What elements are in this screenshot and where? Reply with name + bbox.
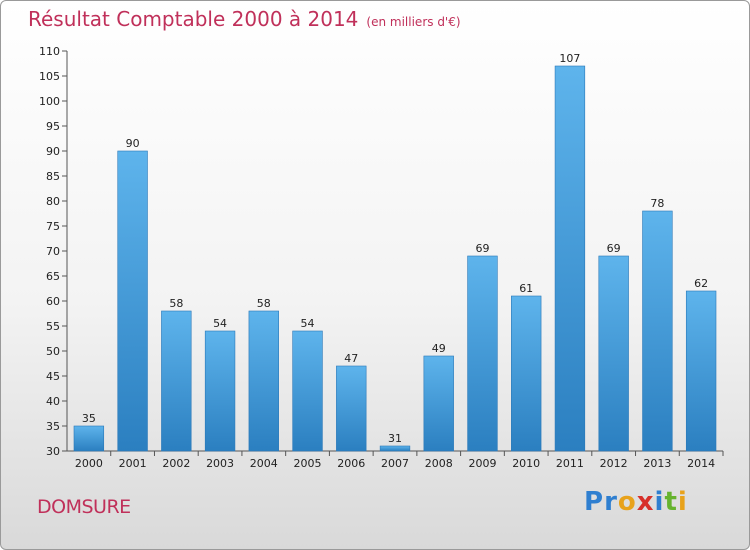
bar-2006 (336, 365, 367, 452)
value-label-2007: 31 (388, 432, 402, 445)
value-label-2008: 49 (432, 342, 446, 355)
chart-title-block: Résultat Comptable 2000 à 2014 (en millie… (28, 7, 461, 31)
value-label-2013: 78 (650, 197, 664, 210)
value-label-2010: 61 (519, 282, 533, 295)
bar-2005 (292, 330, 323, 452)
chart-axes: 30 35 40 45 50 55 60 65 70 75 80 85 90 95 100 105 110 200… (39, 45, 724, 470)
value-label-2004: 58 (257, 297, 271, 310)
chart-subtitle: (en milliers d'€) (366, 15, 461, 29)
chart-labels: 35 90 58 54 58 54 47 31 49 69 61 107 69 78 62 (82, 52, 708, 445)
y-tick-label: 85 (46, 170, 60, 183)
y-tick-label: 40 (46, 395, 60, 408)
value-label-2003: 54 (213, 317, 227, 330)
x-tick-label: 2014 (687, 457, 715, 470)
y-tick-label: 80 (46, 195, 60, 208)
y-tick-label: 90 (46, 145, 60, 158)
chart-bars (73, 65, 717, 452)
y-tick-label: 55 (46, 320, 60, 333)
bar-2003 (204, 330, 236, 452)
bar-2000 (73, 425, 105, 452)
town-name: DOMSURE (37, 496, 131, 518)
value-label-2000: 35 (82, 412, 96, 425)
x-tick-label: 2010 (512, 457, 540, 470)
logo-letter: o (617, 487, 637, 517)
value-label-2006: 47 (344, 352, 358, 365)
logo-letter: t (664, 487, 678, 517)
x-tick-label: 2005 (294, 457, 322, 470)
value-label-2011: 107 (559, 52, 580, 65)
logo-letter: r (604, 487, 618, 517)
bar-2012 (598, 255, 629, 452)
y-tick-label: 110 (39, 45, 60, 58)
bar-2009 (467, 255, 498, 452)
x-tick-label: 2011 (556, 457, 584, 470)
y-tick-label: 105 (39, 70, 60, 83)
y-tick-label: 60 (46, 295, 60, 308)
y-tick-label: 50 (46, 345, 60, 358)
y-tick-label: 100 (39, 95, 60, 108)
x-tick-label: 2009 (468, 457, 496, 470)
y-tick-label: 45 (46, 370, 60, 383)
bar-2014 (685, 290, 717, 452)
y-tick-label: 35 (46, 420, 60, 433)
value-label-2012: 69 (607, 242, 621, 255)
logo-letter: P (584, 487, 605, 517)
proxiti-logo: Proxiti (584, 487, 688, 517)
x-tick-label: 2013 (643, 457, 671, 470)
x-tick-label: 2000 (75, 457, 103, 470)
x-tick-label: 2008 (425, 457, 453, 470)
x-tick-label: 2012 (600, 457, 628, 470)
value-label-2005: 54 (301, 317, 315, 330)
logo-letter: i (677, 487, 688, 517)
bar-2013 (642, 210, 673, 452)
value-label-2009: 69 (475, 242, 489, 255)
bar-2008 (423, 355, 454, 452)
value-label-2002: 58 (169, 297, 183, 310)
x-tick-label: 2002 (162, 457, 190, 470)
y-tick-label: 75 (46, 220, 60, 233)
x-tick-label: 2007 (381, 457, 409, 470)
logo-letter: i (654, 487, 665, 517)
chart-title: Résultat Comptable 2000 à 2014 (28, 7, 359, 31)
bar-2011 (554, 65, 586, 452)
bar-2002 (161, 310, 192, 452)
x-tick-label: 2003 (206, 457, 234, 470)
bar-2001 (117, 150, 148, 452)
bar-2004 (248, 310, 279, 452)
x-tick-label: 2001 (119, 457, 147, 470)
logo-letter: x (636, 487, 655, 517)
y-tick-label: 30 (46, 445, 60, 458)
x-tick-label: 2006 (337, 457, 365, 470)
y-tick-label: 65 (46, 270, 60, 283)
value-label-2014: 62 (694, 277, 708, 290)
y-tick-label: 70 (46, 245, 60, 258)
value-label-2001: 90 (126, 137, 140, 150)
y-tick-label: 95 (46, 120, 60, 133)
bar-2007 (379, 445, 411, 452)
x-tick-label: 2004 (250, 457, 278, 470)
bar-2010 (511, 295, 542, 452)
